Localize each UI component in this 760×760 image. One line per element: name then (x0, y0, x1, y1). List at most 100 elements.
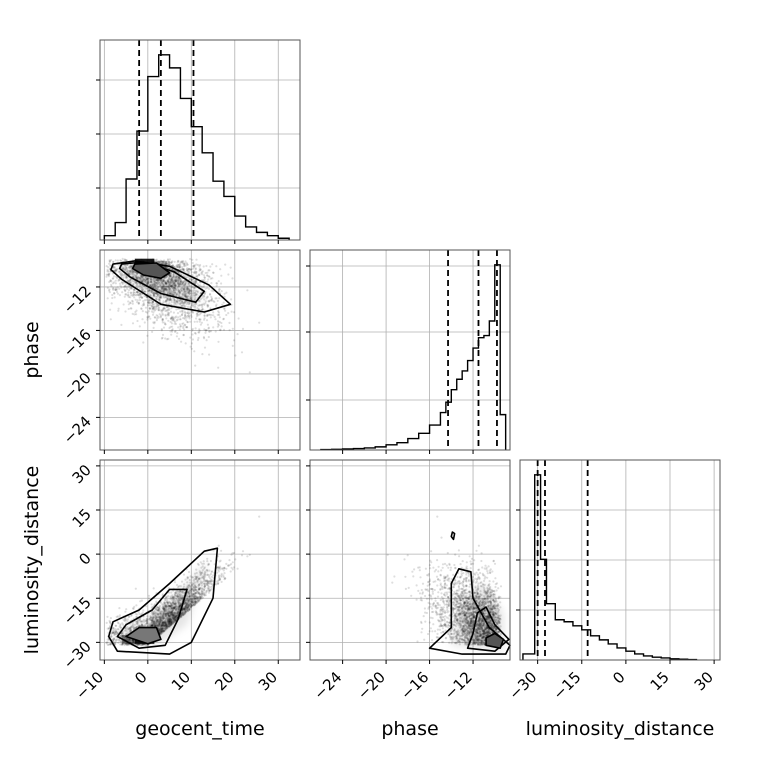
sample-point (180, 313, 184, 317)
sample-point (164, 323, 167, 326)
sample-point (192, 286, 195, 289)
sample-point (140, 289, 143, 292)
sample-point (174, 274, 178, 277)
sample-point (185, 319, 188, 322)
sample-point (197, 314, 200, 317)
sample-point (136, 290, 139, 293)
sample-point (194, 305, 197, 308)
sample-point (234, 354, 237, 357)
sample-point (169, 298, 172, 301)
sample-point (179, 315, 182, 318)
sample-point (130, 292, 133, 295)
sample-point (107, 266, 110, 269)
sample-point (183, 265, 186, 268)
sample-point (133, 313, 136, 316)
sample-point (206, 314, 209, 317)
sample-point (204, 300, 207, 303)
sample-point (176, 301, 179, 304)
sample-point (133, 289, 136, 292)
sample-point (150, 310, 153, 313)
sample-point (177, 302, 180, 305)
sample-point (195, 270, 198, 273)
sample-point (160, 314, 163, 317)
sample-point (118, 282, 122, 285)
sample-point (248, 371, 251, 374)
sample-point (207, 591, 211, 594)
sample-point (122, 276, 125, 279)
sample-point (161, 260, 165, 263)
sample-point (187, 315, 191, 318)
sample-point (198, 269, 201, 272)
sample-point (107, 272, 110, 276)
sample-point (127, 294, 130, 297)
sample-point (109, 318, 112, 321)
sample-point (163, 266, 167, 269)
sample-point (119, 624, 122, 627)
sample-point (207, 304, 210, 307)
sample-point (236, 567, 239, 570)
sample-point (223, 572, 226, 575)
sample-point (165, 310, 168, 313)
sample-point (143, 290, 146, 293)
sample-point (118, 270, 121, 273)
sample-point (136, 613, 139, 616)
sample-point (220, 274, 223, 277)
sample-point (116, 288, 119, 291)
phase-vs-geocent-time-panel-background (100, 250, 300, 450)
sample-point (192, 264, 196, 267)
sample-point (166, 258, 170, 261)
sample-point (188, 268, 191, 271)
sample-point (212, 271, 215, 274)
sample-point (140, 599, 143, 602)
sample-point (151, 303, 154, 306)
sample-point (195, 263, 198, 266)
sample-point (163, 296, 166, 299)
sample-point (203, 278, 206, 281)
sample-point (158, 313, 161, 316)
sample-point (116, 286, 119, 289)
sample-point (151, 306, 154, 309)
sample-point (177, 299, 180, 302)
sample-point (220, 580, 223, 584)
sample-point (219, 268, 222, 271)
sample-point (153, 322, 156, 325)
sample-point (217, 322, 220, 326)
sample-point (203, 314, 206, 317)
sample-point (179, 260, 183, 264)
sample-point (194, 268, 197, 271)
sample-point (213, 300, 216, 304)
sample-point (222, 569, 225, 572)
sample-point (166, 267, 169, 270)
sample-point (136, 291, 139, 294)
sample-point (137, 301, 140, 304)
sample-point (152, 300, 155, 304)
sample-point (121, 273, 124, 276)
sample-point (223, 292, 226, 295)
sample-point (195, 258, 198, 261)
sample-point (222, 318, 225, 321)
sample-point (218, 288, 221, 291)
sample-point (184, 578, 187, 581)
sample-point (199, 284, 202, 287)
sample-point (126, 287, 129, 291)
sample-point (117, 307, 120, 310)
sample-point (142, 303, 146, 307)
sample-point (106, 270, 109, 273)
sample-point (169, 297, 172, 300)
sample-point (177, 337, 181, 340)
sample-point (170, 261, 173, 265)
sample-point (203, 346, 207, 349)
sample-point (174, 320, 177, 323)
sample-point (197, 336, 200, 340)
sample-point (192, 280, 195, 283)
sample-point (214, 330, 217, 333)
sample-point (170, 333, 173, 336)
sample-point (166, 313, 169, 316)
sample-point (206, 274, 209, 277)
sample-point (107, 270, 110, 273)
sample-point (160, 310, 163, 313)
sample-point (158, 306, 161, 310)
sample-point (120, 273, 123, 276)
sample-point (172, 273, 175, 276)
